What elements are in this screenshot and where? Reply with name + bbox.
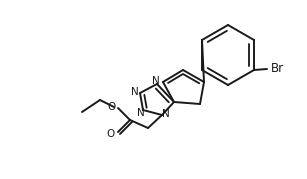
Text: Br: Br [271, 62, 284, 74]
Text: O: O [107, 129, 115, 139]
Text: N: N [162, 109, 170, 119]
Text: N: N [152, 76, 160, 86]
Text: N: N [131, 87, 139, 97]
Text: N: N [137, 108, 145, 118]
Text: O: O [108, 102, 116, 112]
